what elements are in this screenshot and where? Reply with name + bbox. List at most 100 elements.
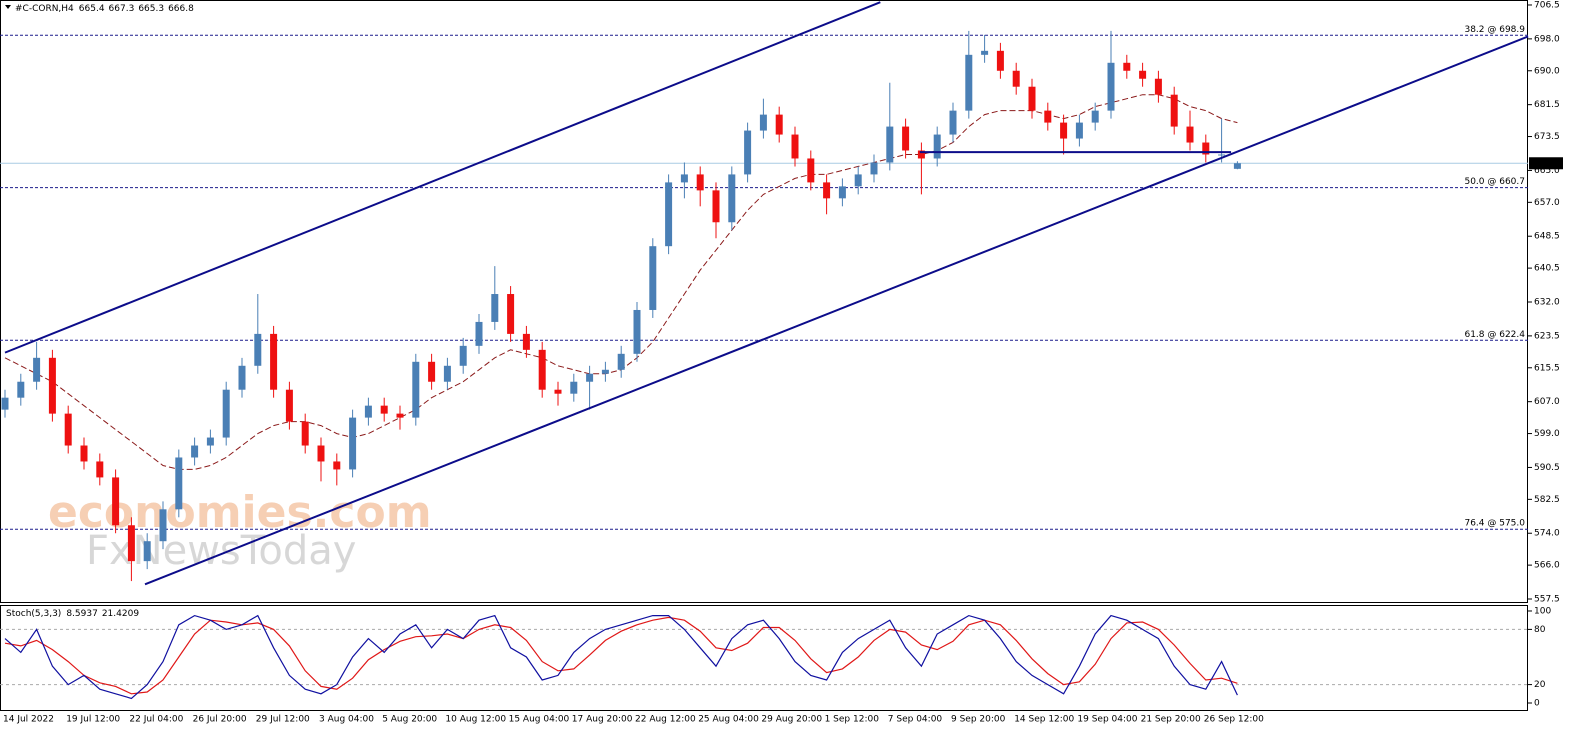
price-label-box	[1529, 157, 1563, 170]
candle-body	[981, 50, 989, 55]
fib-level-label: 38.2 @ 698.9	[1464, 25, 1525, 35]
candle-body	[696, 174, 704, 191]
candle-body	[175, 457, 183, 510]
x-tick-label: 29 Aug 20:00	[761, 715, 822, 725]
candle-body	[112, 477, 120, 526]
candle-body	[96, 461, 104, 478]
y-tick-label: 590.5	[1534, 463, 1560, 473]
trendline	[4, 1, 881, 354]
candle-body	[902, 126, 910, 151]
close-value: 666.8	[168, 4, 194, 14]
stoch-signal-value: 21.4209	[102, 609, 139, 619]
stoch-y-tick-label: 20	[1534, 680, 1546, 690]
candle-body	[949, 110, 957, 135]
candle-body	[633, 309, 641, 354]
high-value: 667.3	[109, 4, 135, 14]
x-tick-label: 29 Jul 12:00	[256, 715, 310, 725]
y-tick-label: 623.5	[1534, 331, 1560, 341]
y-tick-label: 599.0	[1534, 429, 1560, 439]
candle-body	[522, 333, 530, 350]
candle-body	[586, 373, 594, 382]
candle-body	[728, 174, 736, 223]
candle-body	[917, 150, 925, 159]
candle-body	[206, 437, 214, 446]
y-tick-label: 607.0	[1534, 397, 1560, 407]
y-tick-label: 615.5	[1534, 363, 1560, 373]
fib-level-label: 76.4 @ 575.0	[1464, 519, 1525, 529]
candle-body	[191, 445, 199, 458]
candle-body	[838, 186, 846, 199]
candle-body	[807, 158, 815, 183]
candle-body	[475, 321, 483, 346]
stoch-title: Stoch(5,3,3)	[6, 609, 61, 619]
candle-body	[649, 246, 657, 310]
candle-body	[159, 509, 167, 542]
candle-body	[1123, 62, 1131, 71]
fib-level-label: 50.0 @ 660.7	[1464, 177, 1525, 187]
candle-body	[317, 445, 325, 462]
candle-body	[1218, 154, 1226, 156]
x-tick-label: 5 Aug 20:00	[382, 715, 437, 725]
candle-body	[333, 461, 341, 470]
y-tick-label: 648.5	[1534, 232, 1560, 242]
stoch-panel-frame	[0, 605, 1528, 711]
stoch-main-value: 8.5937	[66, 609, 98, 619]
open-value: 665.4	[79, 4, 105, 14]
candle-body	[507, 294, 515, 334]
x-tick-label: 14 Jul 2022	[3, 715, 54, 725]
y-tick-label: 574.0	[1534, 529, 1560, 539]
candle-body	[665, 182, 673, 247]
candle-body	[301, 421, 309, 446]
x-tick-label: 3 Aug 04:00	[319, 715, 374, 725]
moving-average	[4, 94, 1238, 470]
candle-body	[238, 365, 246, 390]
x-tick-label: 26 Sep 12:00	[1204, 715, 1264, 725]
candle-body	[1044, 110, 1052, 123]
candle-body	[886, 126, 894, 163]
candle-body	[64, 413, 72, 446]
trendline	[144, 35, 1529, 586]
candle-body	[33, 357, 41, 382]
x-tick-label: 22 Jul 04:00	[129, 715, 183, 725]
y-tick-label: 665.0	[1534, 166, 1560, 176]
candle-body	[1012, 70, 1020, 87]
candle-body	[744, 130, 752, 175]
chart-title: #C-CORN,H4	[15, 4, 74, 14]
candle-body	[1091, 110, 1099, 123]
candle-body	[396, 413, 404, 418]
candle-body	[1107, 62, 1115, 111]
candle-body	[443, 365, 451, 382]
candle-body	[17, 381, 25, 398]
y-tick-label: 632.0	[1534, 297, 1560, 307]
y-tick-label: 706.5	[1534, 0, 1560, 10]
candle-body	[80, 445, 88, 462]
x-tick-label: 19 Jul 12:00	[66, 715, 120, 725]
watermark-text: FxNewsToday	[86, 528, 356, 574]
candle-body	[285, 389, 293, 422]
candle-body	[823, 182, 831, 199]
candle-body	[1186, 126, 1194, 143]
candle-body	[601, 369, 609, 374]
candle-body	[791, 134, 799, 159]
candle-body	[854, 174, 862, 187]
candle-body	[254, 333, 262, 366]
x-tick-label: 22 Aug 12:00	[635, 715, 696, 725]
candle-body	[364, 405, 372, 418]
candle-body	[680, 174, 688, 183]
price-label: 666.8	[1532, 159, 1558, 169]
x-tick-label: 19 Sep 04:00	[1077, 715, 1137, 725]
candle-body	[1075, 122, 1083, 139]
candle-body	[1154, 78, 1162, 95]
candle-body	[491, 294, 499, 322]
x-tick-label: 17 Aug 20:00	[572, 715, 633, 725]
candle-body	[1202, 142, 1210, 155]
x-tick-label: 15 Aug 04:00	[509, 715, 570, 725]
candle-body	[428, 361, 436, 382]
candle-body	[554, 389, 562, 394]
candle-body	[412, 361, 420, 418]
candle-body	[1170, 94, 1178, 127]
y-tick-label: 566.0	[1534, 561, 1560, 571]
candle-body	[270, 333, 278, 390]
candle-body	[1060, 122, 1068, 139]
